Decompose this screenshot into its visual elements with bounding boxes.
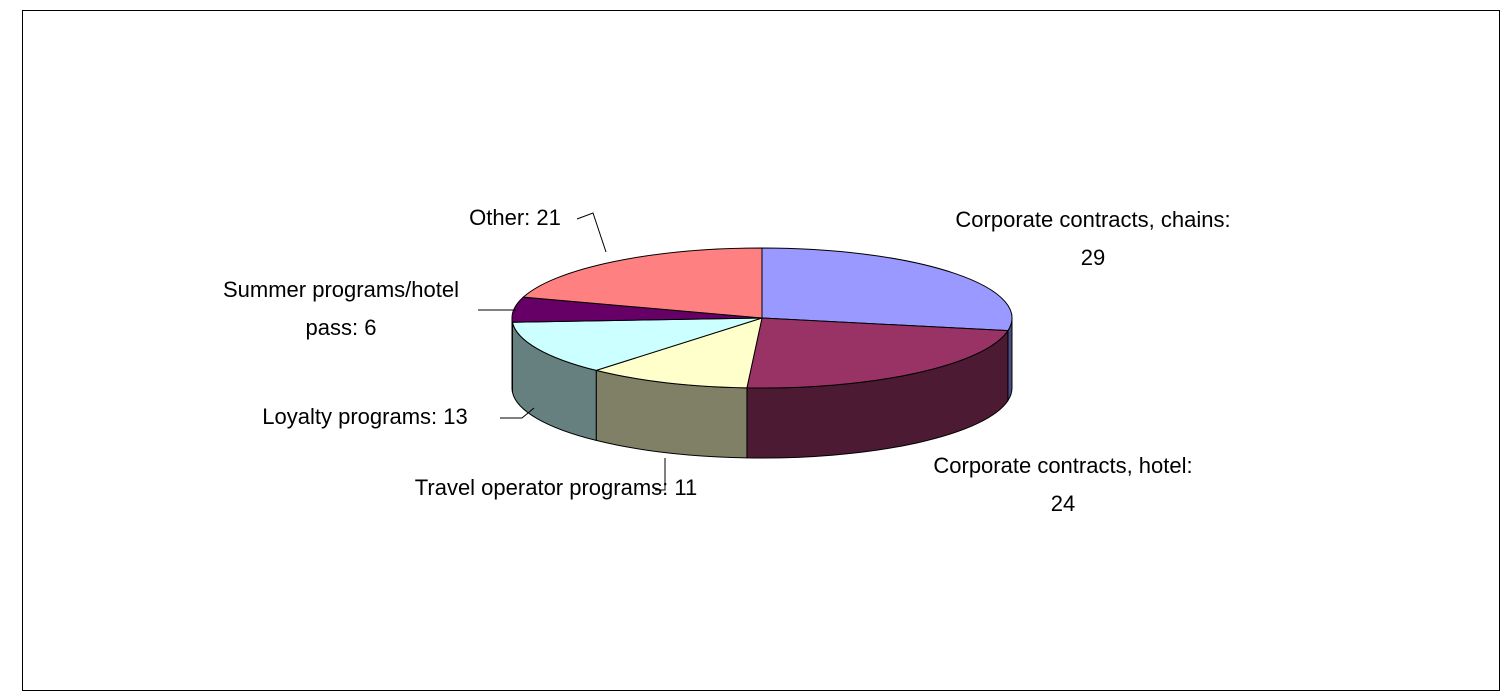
leader-line (500, 407, 535, 419)
data-label: Other: 21 (469, 205, 561, 230)
slice (511, 317, 763, 371)
data-label: Travel operator programs: 11 (415, 475, 697, 500)
data-label: Summer programs/hotel pass: 6 (223, 277, 459, 340)
label-line: 29 (1081, 245, 1105, 270)
slice (746, 317, 1009, 389)
data-label: Loyalty programs: 13 (262, 404, 467, 429)
label-line: Corporate contracts, hotel: (933, 453, 1192, 478)
label-line: Travel operator programs: 11 (415, 475, 697, 500)
label-line: Summer programs/hotel (223, 277, 459, 302)
leader-line (576, 212, 607, 253)
slice (761, 247, 1013, 332)
label-line: Corporate contracts, chains: (955, 207, 1230, 232)
slice (594, 317, 763, 389)
label-line: Loyalty programs: 13 (262, 404, 467, 429)
data-label: Corporate contracts, hotel: 24 (933, 453, 1192, 516)
label-line: 24 (1051, 491, 1075, 516)
label-line: pass: 6 (306, 315, 377, 340)
data-label: Corporate contracts, chains: 29 (955, 207, 1230, 270)
label-line: Other: 21 (469, 205, 561, 230)
leader-line (655, 458, 666, 491)
slice (522, 247, 763, 319)
